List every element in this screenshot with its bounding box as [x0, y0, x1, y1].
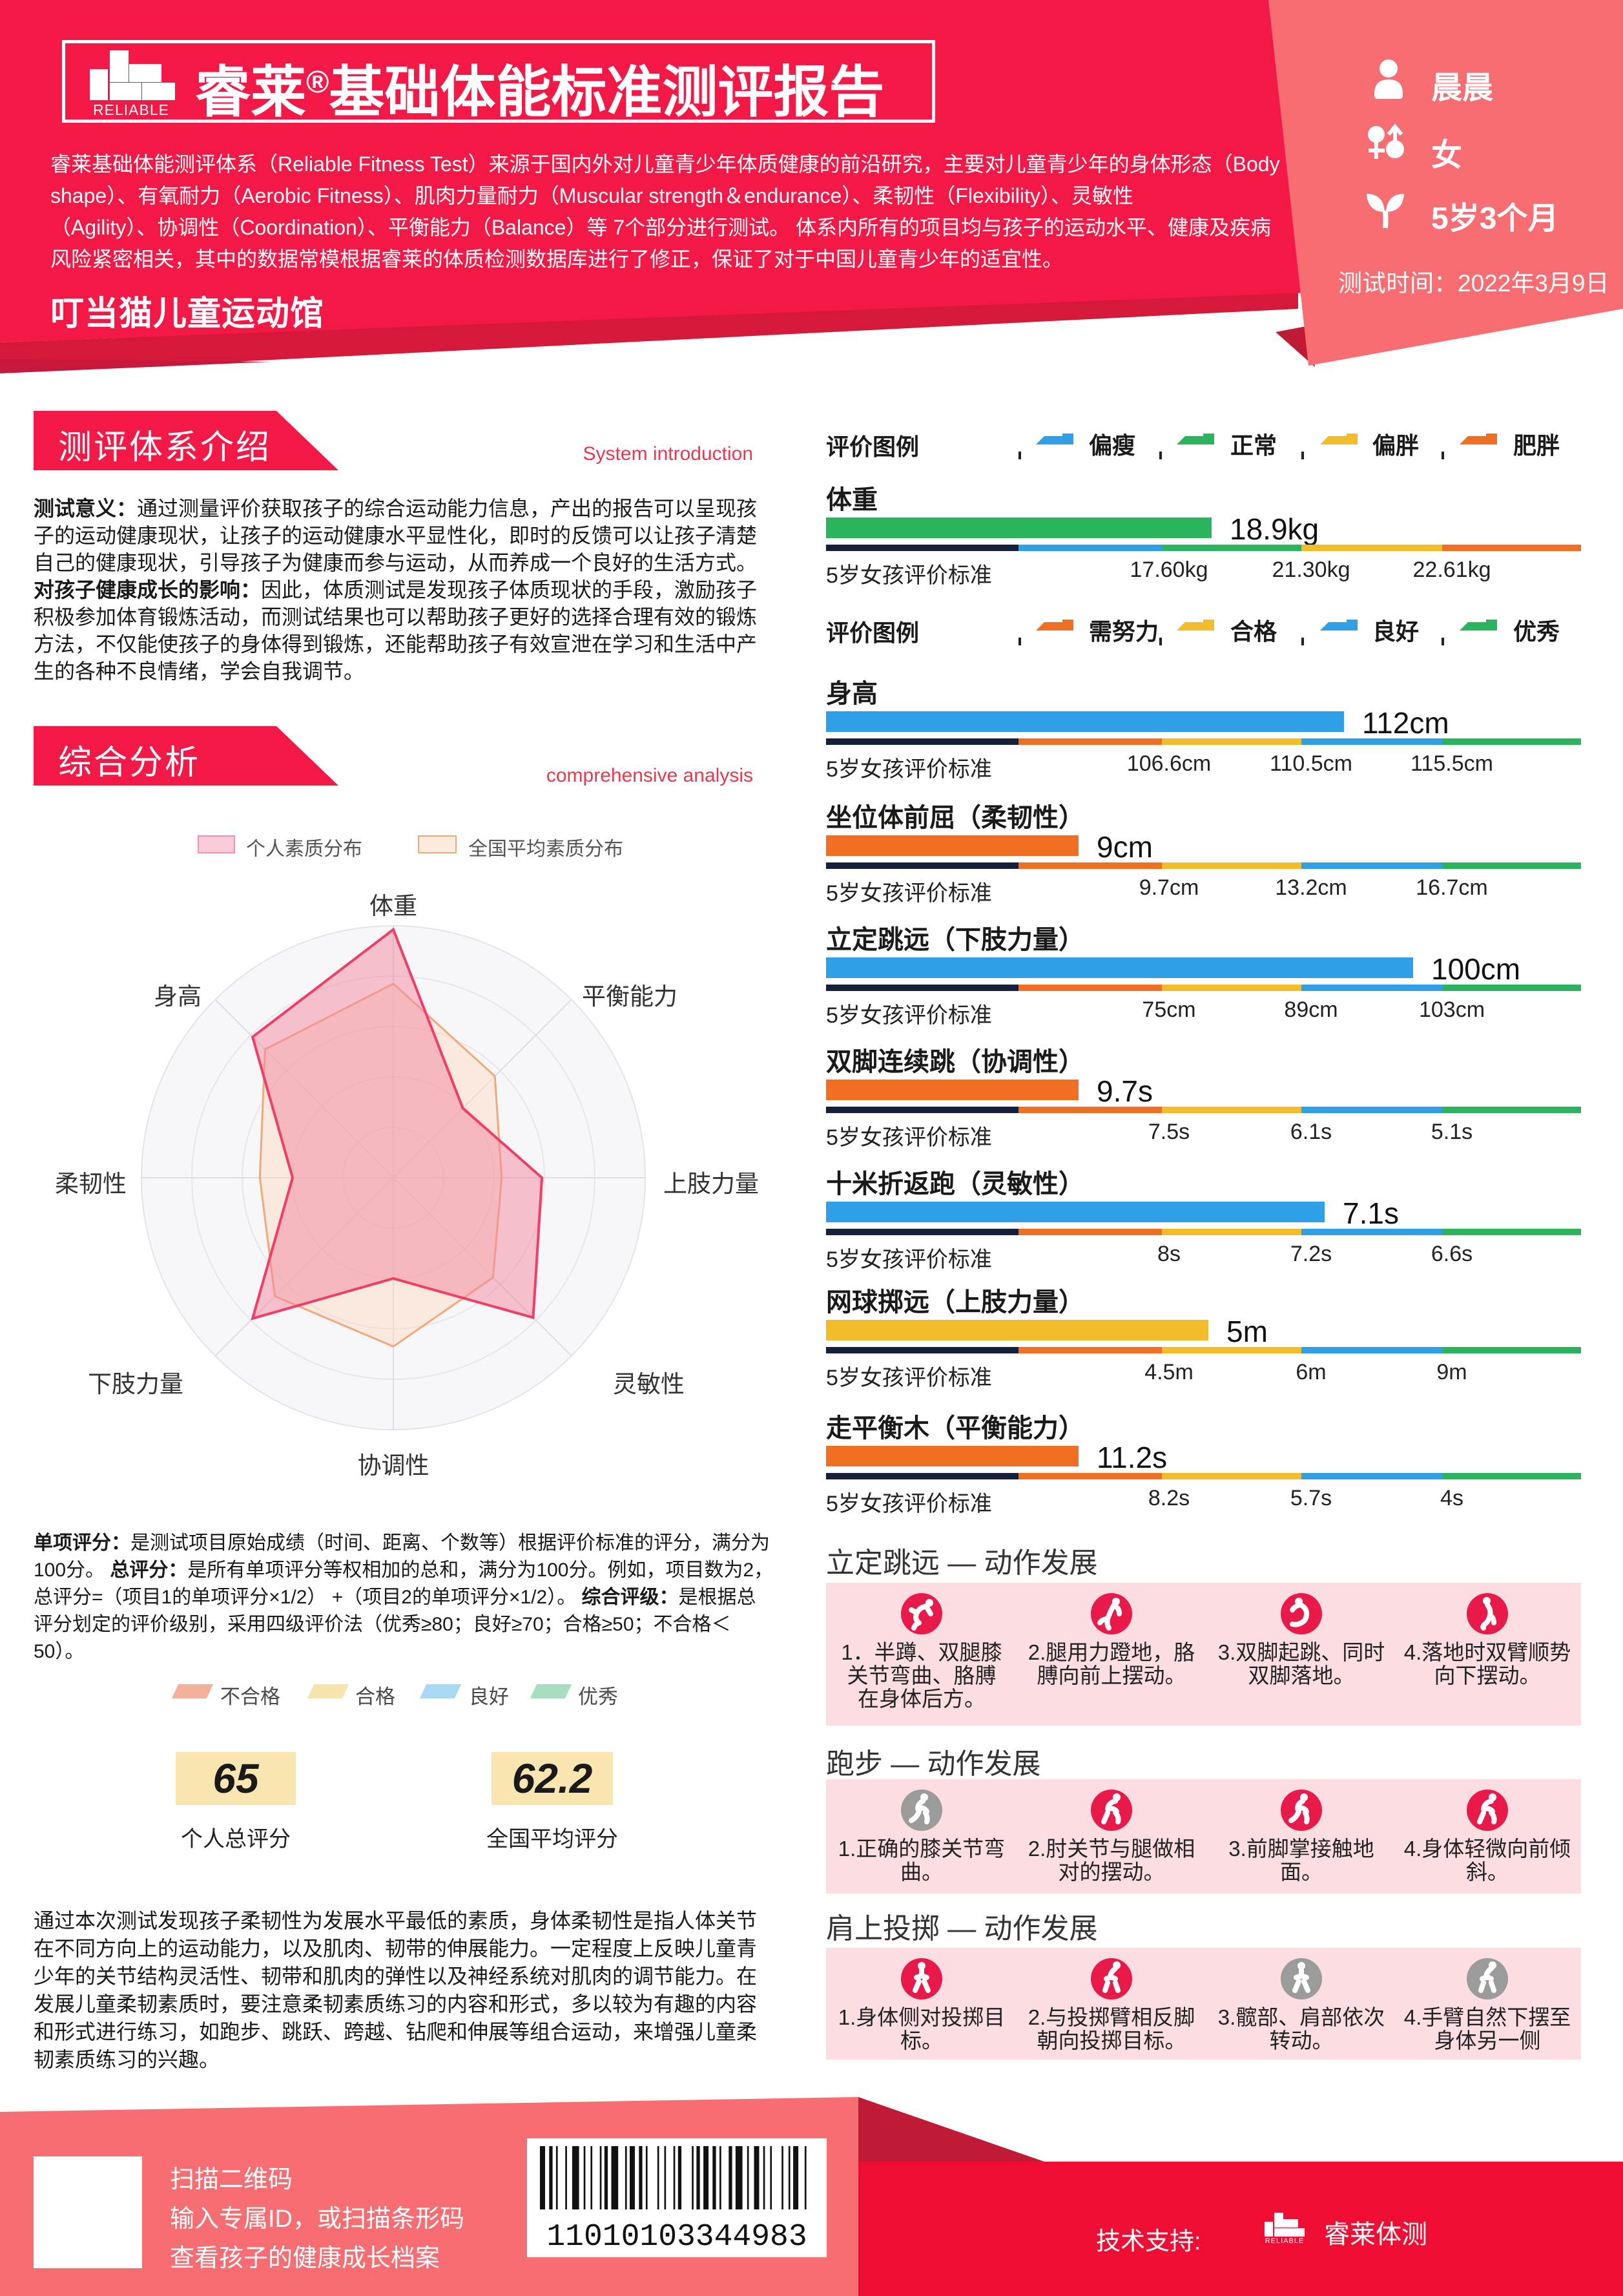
svg-text:11010103344983: 11010103344983	[546, 2220, 807, 2255]
